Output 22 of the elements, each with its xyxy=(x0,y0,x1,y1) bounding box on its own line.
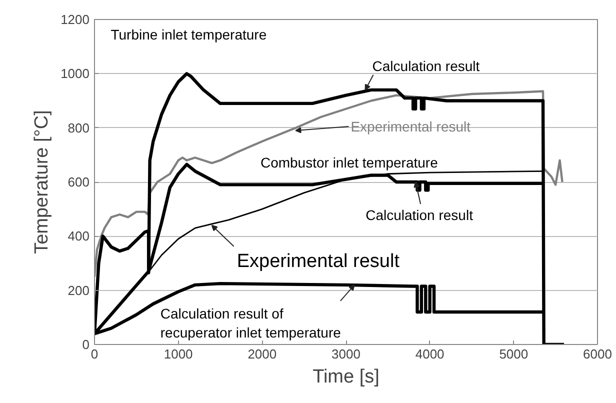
x-tick-label: 4000 xyxy=(415,346,444,362)
y-tick-label: 1200 xyxy=(60,12,90,27)
y-tick-label: 200 xyxy=(68,282,90,298)
y-tick-label: 1000 xyxy=(60,66,90,82)
y-tick-label: 800 xyxy=(68,120,90,136)
x-tick-label: 2000 xyxy=(248,346,277,362)
x-tick-label: 6000 xyxy=(583,346,612,362)
annotation: Calculation result of recuperator inlet temperature xyxy=(160,305,342,341)
x-axis-title: Time [s] xyxy=(312,366,380,388)
y-axis-title: Temperature [°C] xyxy=(32,110,53,254)
annotation: Experimental result xyxy=(350,118,471,135)
x-tick-label: 3000 xyxy=(332,346,360,362)
x-tick-label: 1000 xyxy=(164,346,193,362)
y-tick-label: 0 xyxy=(82,337,90,352)
annotation: Calculation result xyxy=(366,207,474,223)
x-tick-label: 5000 xyxy=(499,346,528,362)
y-tick-label: 600 xyxy=(68,174,90,190)
y-tick-label: 400 xyxy=(68,228,90,244)
annotation: Experimental result xyxy=(236,250,400,272)
annotation: Combustor inlet temperature xyxy=(260,154,438,171)
annotation: Turbine inlet temperature xyxy=(110,26,267,43)
annotation: Calculation result xyxy=(372,58,480,74)
